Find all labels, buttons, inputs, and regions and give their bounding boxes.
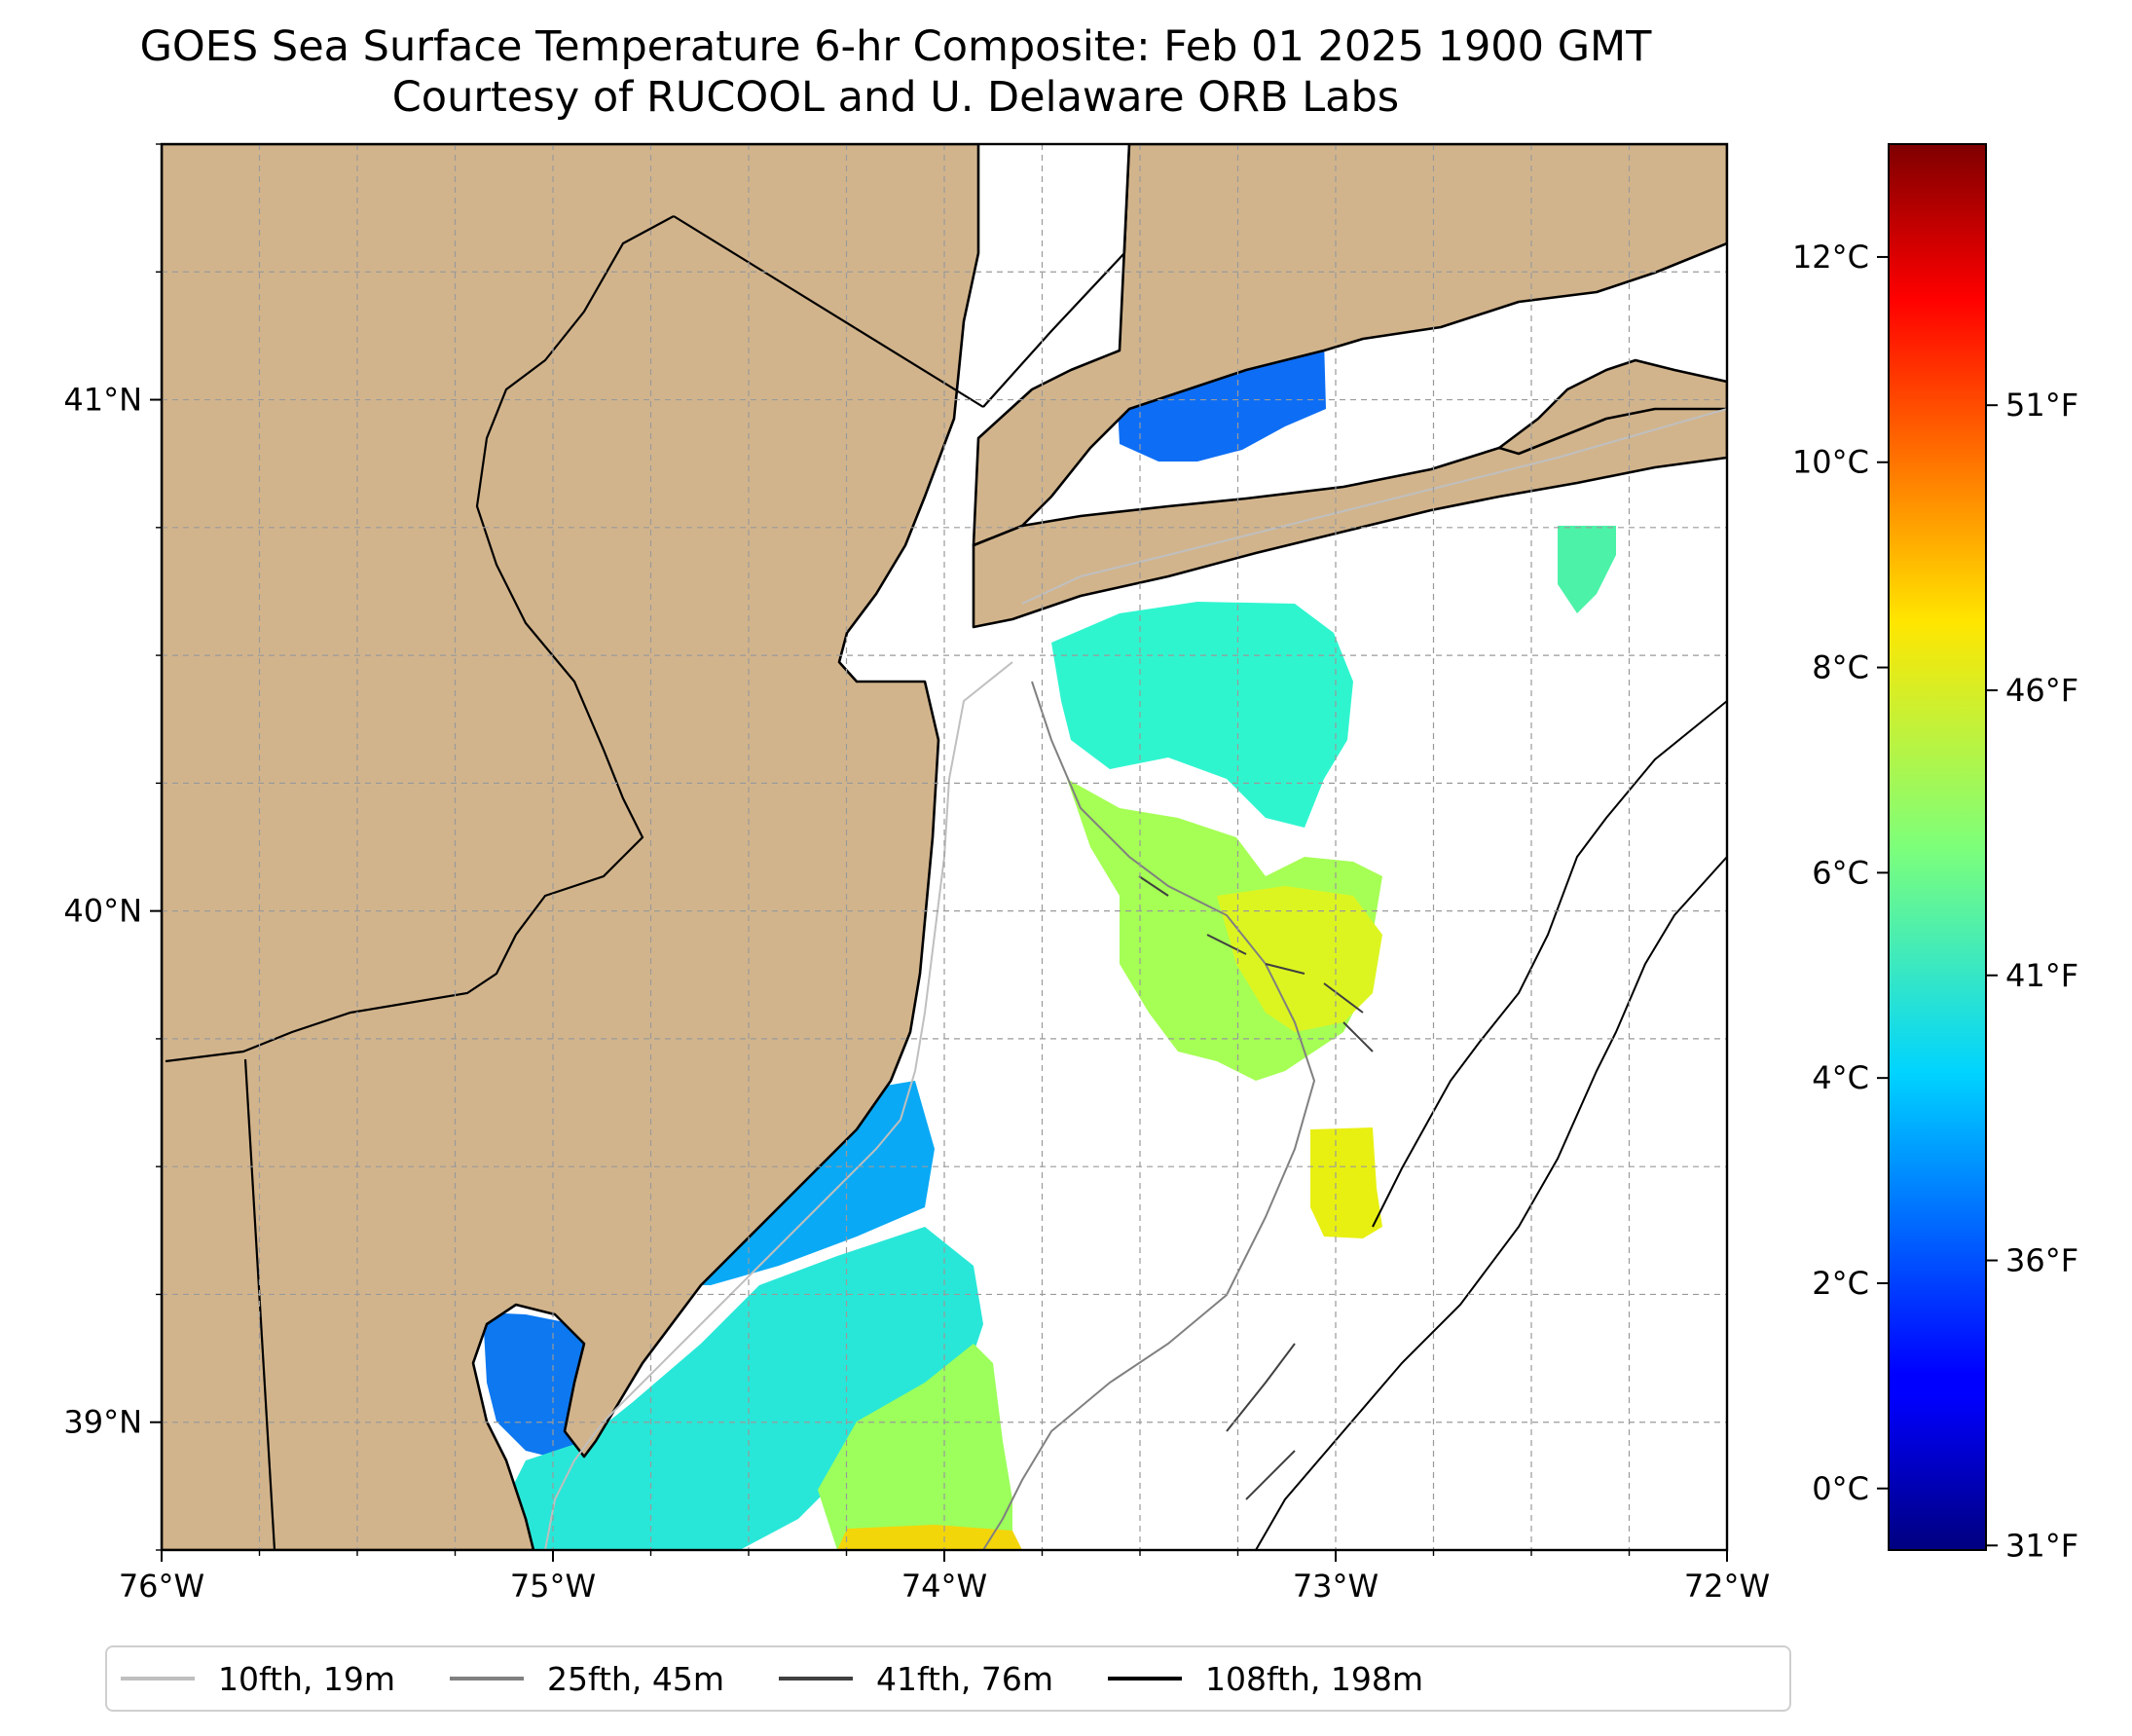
title-line-2: Courtesy of RUCOOL and U. Delaware ORB L… — [391, 73, 1400, 122]
celsius-tick-label: 12°C — [1792, 239, 1869, 276]
land-connecticut — [972, 144, 1727, 547]
celsius-tick-label: 6°C — [1812, 854, 1869, 891]
border-ny-nj — [673, 215, 984, 408]
sst-layer — [483, 327, 1616, 1550]
border-ny-ct — [982, 144, 1131, 408]
sst-nj-shelf-south-offshore — [818, 1344, 1012, 1550]
lon-tick-label: 75°W — [510, 1568, 596, 1605]
fahrenheit-tick-label: 51°F — [2005, 387, 2078, 424]
legend-label-10fth: 10fth, 19m — [218, 1659, 395, 1698]
legend-item-10fth: 10fth, 19m — [121, 1660, 395, 1698]
legend-item-25fth: 25fth, 45m — [450, 1660, 724, 1698]
lat-tick-label: 41°N — [63, 382, 142, 419]
lon-tick-label: 74°W — [901, 1568, 987, 1605]
map-axis-ticks: 76°W 75°W 74°W 73°W 72°W 39°N 40°N 41°N — [63, 143, 1770, 1605]
lon-tick-label: 72°W — [1684, 1568, 1770, 1605]
legend-swatch-41fth — [779, 1677, 853, 1681]
chart-title: GOES Sea Surface Temperature 6-hr Compos… — [0, 21, 1791, 123]
fahrenheit-tick-label: 41°F — [2005, 957, 2078, 994]
bathymetry-legend: 10fth, 19m 25fth, 45m 41fth, 76m 108fth,… — [105, 1645, 1791, 1712]
map-gridlines — [162, 144, 1727, 1550]
colorbar-gradient — [1888, 143, 1987, 1551]
contour-41fth — [1138, 875, 1374, 1500]
lat-tick-label: 39°N — [63, 1404, 142, 1441]
fahrenheit-tick-label: 36°F — [2005, 1242, 2078, 1279]
legend-item-41fth: 41fth, 76m — [779, 1660, 1053, 1698]
border-pa-nj-river — [165, 215, 675, 1063]
land-layer — [162, 144, 1727, 1550]
fahrenheit-tick-label: 46°F — [2005, 672, 2078, 709]
celsius-tick-label: 2°C — [1812, 1265, 1869, 1302]
sst-shelf-north — [1051, 602, 1353, 828]
celsius-tick-label: 8°C — [1812, 649, 1869, 686]
legend-swatch-25fth — [450, 1677, 524, 1681]
celsius-tick-label: 4°C — [1812, 1059, 1869, 1096]
sst-long-island-offshore — [1558, 526, 1616, 613]
land-long-island-fork — [1497, 358, 1727, 456]
legend-label-108fth: 108fth, 198m — [1205, 1659, 1423, 1698]
title-line-1: GOES Sea Surface Temperature 6-hr Compos… — [139, 22, 1652, 71]
land-new-jersey — [162, 144, 980, 1550]
legend-item-108fth: 108fth, 198m — [1108, 1660, 1423, 1698]
contour-108fth — [1255, 700, 1727, 1550]
legend-label-41fth: 41fth, 76m — [876, 1659, 1053, 1698]
colorbar: 0°C 2°C 4°C 6°C 8°C 10°C 12°C 31°F 36°F 41°F 46°F 5… — [1792, 143, 2078, 1564]
celsius-tick-label: 0°C — [1812, 1470, 1869, 1507]
fahrenheit-tick-label: 31°F — [2005, 1527, 2078, 1564]
lat-tick-label: 40°N — [63, 893, 142, 930]
map-panel — [162, 144, 1727, 1550]
sst-nj-shelf-south — [506, 1227, 983, 1550]
sst-southern-edge-warm — [837, 1525, 1022, 1550]
colorbar-ticks: 0°C 2°C 4°C 6°C 8°C 10°C 12°C 31°F 36°F 41°F 46°F 5… — [1792, 239, 2078, 1564]
legend-label-25fth: 25fth, 45m — [547, 1659, 724, 1698]
celsius-tick-label: 10°C — [1792, 444, 1869, 481]
contour-25fth — [982, 681, 1316, 1550]
legend-swatch-10fth — [121, 1677, 195, 1681]
lon-tick-label: 76°W — [119, 1568, 204, 1605]
legend-swatch-108fth — [1108, 1677, 1182, 1681]
sst-outer-shelf-patch — [1310, 1127, 1382, 1238]
lon-tick-label: 73°W — [1293, 1568, 1378, 1605]
